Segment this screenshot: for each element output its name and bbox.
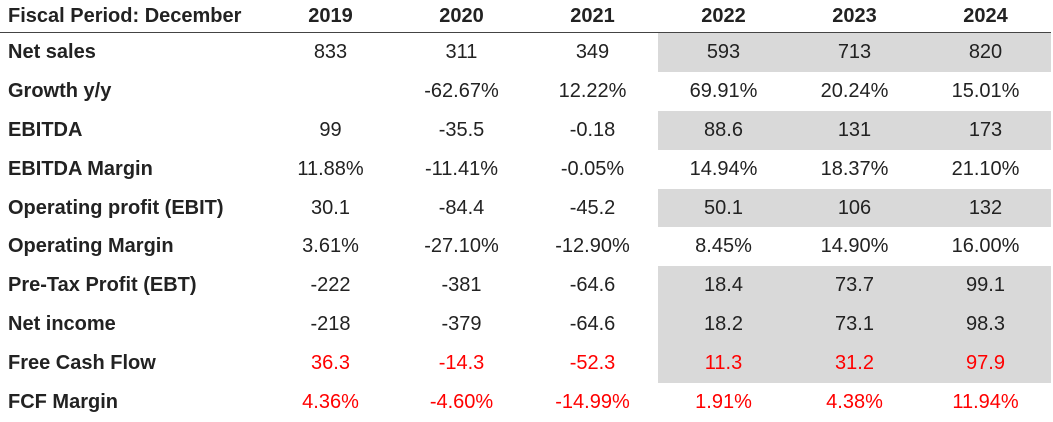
cell: 1.91%	[695, 390, 752, 413]
cell: -84.4	[438, 196, 485, 219]
cell: -35.5	[438, 118, 485, 141]
column-header: 2019	[265, 0, 396, 33]
cell: -0.05%	[560, 157, 625, 180]
cell: 11.3	[658, 344, 789, 384]
column-header: 2024	[920, 0, 1051, 33]
table-row: Net income -218 -379 -64.6 18.2 73.1 98.3	[0, 305, 1051, 345]
table-row: Free Cash Flow 36.3 -14.3 -52.3 11.3 31.2 97.9	[0, 344, 1051, 384]
cell: -222	[310, 274, 351, 297]
cell: 713	[789, 32, 920, 72]
cell: 20.24%	[820, 79, 889, 102]
cell: 18.37%	[820, 157, 889, 180]
cell: 18.2	[658, 305, 789, 345]
row-label: Operating profit (EBIT)	[8, 196, 224, 219]
cell: 349	[575, 40, 610, 63]
cell: 3.61%	[302, 235, 359, 258]
cell: 99.1	[920, 266, 1051, 306]
cell: -11.41%	[424, 157, 498, 180]
row-label: Growth y/y	[8, 79, 112, 102]
cell: -12.90%	[555, 235, 630, 258]
table-row: EBITDA 99 -35.5 -0.18 88.6 131 173	[0, 110, 1051, 150]
row-label: Free Cash Flow	[8, 352, 156, 375]
row-label: Operating Margin	[8, 235, 174, 258]
cell: 50.1	[658, 188, 789, 228]
table-row: Growth y/y -62.67% 12.22% 69.91% 20.24% 15.01…	[0, 72, 1051, 111]
cell: 833	[313, 40, 348, 63]
cell: -0.18	[569, 118, 616, 141]
table-row: EBITDA Margin 11.88% -11.41% -0.05% 14.94% 18…	[0, 150, 1051, 189]
table-row: Net sales 833 311 349 593 713 820	[0, 32, 1051, 72]
row-label: Net income	[8, 313, 116, 336]
row-label: Pre-Tax Profit (EBT)	[8, 274, 197, 297]
cell: 69.91%	[689, 79, 758, 102]
cell: 4.36%	[302, 390, 359, 413]
column-header: 2023	[789, 0, 920, 33]
cell: -45.2	[569, 196, 616, 219]
table-body: Net sales 833 311 349 593 713 820 Growth y/y -62…	[0, 32, 1051, 422]
cell: 73.1	[789, 305, 920, 345]
row-label: FCF Margin	[8, 390, 118, 413]
cell: 14.90%	[820, 235, 889, 258]
cell: 131	[789, 110, 920, 150]
cell: -14.99%	[555, 390, 630, 413]
cell: 31.2	[789, 344, 920, 384]
column-header: Fiscal Period: December	[0, 0, 265, 33]
cell: 11.88%	[297, 157, 364, 180]
cell: -4.60%	[429, 390, 494, 413]
table-row: Pre-Tax Profit (EBT) -222 -381 -64.6 18.4 73.…	[0, 266, 1051, 306]
cell: 98.3	[920, 305, 1051, 345]
cell: 88.6	[658, 110, 789, 150]
row-label: EBITDA Margin	[8, 157, 153, 180]
column-header: 2022	[658, 0, 789, 33]
table-row: Operating profit (EBIT) 30.1 -84.4 -45.2 50.…	[0, 188, 1051, 228]
cell	[265, 72, 396, 111]
cell: 36.3	[311, 352, 350, 375]
cell: -52.3	[569, 352, 616, 375]
cell: 99	[319, 118, 342, 141]
table-row: FCF Margin 4.36% -4.60% -14.99% 1.91% 4.38% 11…	[0, 383, 1051, 422]
cell: 11.94%	[952, 390, 1019, 413]
cell: -381	[441, 274, 482, 297]
cell: -218	[310, 313, 351, 336]
table-row: Operating Margin 3.61% -27.10% -12.90% 8.45%…	[0, 227, 1051, 266]
cell: -379	[441, 313, 482, 336]
cell: 173	[920, 110, 1051, 150]
cell: -62.67%	[424, 79, 499, 102]
cell: 16.00%	[951, 235, 1020, 258]
header-row: Fiscal Period: December 2019 2020 2021 2022 2…	[0, 0, 1051, 33]
cell: 820	[920, 32, 1051, 72]
cell: -27.10%	[424, 235, 499, 258]
cell: 21.10%	[951, 157, 1020, 180]
cell: 14.94%	[689, 157, 758, 180]
cell: 132	[920, 188, 1051, 228]
column-header: 2021	[527, 0, 658, 33]
cell: -64.6	[569, 313, 616, 336]
cell: 18.4	[658, 266, 789, 306]
cell: 4.38%	[826, 390, 883, 413]
cell: 593	[658, 32, 789, 72]
cell: 12.22%	[558, 79, 627, 102]
cell: -14.3	[438, 352, 485, 375]
row-label: EBITDA	[8, 118, 83, 141]
column-header: 2020	[396, 0, 527, 33]
cell: -64.6	[569, 274, 616, 297]
cell: 30.1	[311, 196, 350, 219]
cell: 8.45%	[695, 235, 752, 258]
cell: 106	[789, 188, 920, 228]
row-label: Net sales	[8, 40, 96, 63]
cell: 73.7	[789, 266, 920, 306]
cell: 15.01%	[951, 79, 1020, 102]
cell: 311	[445, 40, 478, 63]
cell: 97.9	[920, 344, 1051, 384]
